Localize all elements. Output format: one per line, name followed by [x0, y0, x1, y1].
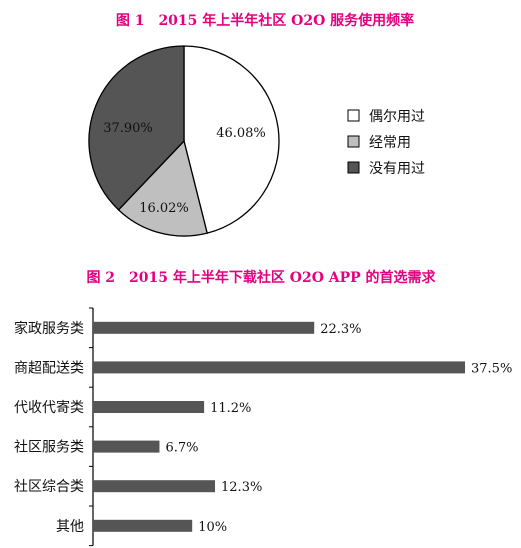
pie-slice-label-2: 16.02%: [139, 201, 189, 216]
legend-swatch-3: [347, 161, 360, 174]
category-label-2: 商超配送类: [14, 360, 84, 376]
pie-chart: 46.08% 16.02% 37.90%: [88, 45, 280, 237]
legend-label-2: 经常用: [369, 135, 411, 151]
bar-value-label-2: 37.5%: [471, 361, 512, 376]
pie-slice-1: [183, 45, 280, 234]
bar-value-label-1: 22.3%: [320, 322, 361, 337]
bar-chart-title: 图 2 2015 年上半年下载社区 O2O APP 的首选需求: [86, 269, 436, 286]
bar-chart: 家政服务类 22.3% 商超配送类 37.5% 代收代寄类 11.2% 社区服务类 6.7% 社…: [14, 307, 512, 547]
bar-value-label-6: 10%: [198, 520, 227, 535]
pie-slice-label-1: 46.08%: [216, 126, 266, 141]
bar-1: [93, 321, 315, 334]
pie-chart-title: 图 1 2015 年上半年社区 O2O 服务使用频率: [116, 12, 414, 29]
bar-value-label-3: 11.2%: [210, 401, 251, 416]
category-label-3: 代收代寄类: [14, 399, 84, 416]
bar-5: [93, 480, 216, 493]
bar-2: [93, 361, 465, 374]
bar-6: [93, 519, 193, 532]
legend-swatch-1: [347, 109, 360, 122]
bar-value-label-5: 12.3%: [221, 480, 262, 495]
legend-label-3: 没有用过: [369, 161, 425, 177]
category-label-4: 社区服务类: [14, 440, 84, 456]
pie-slice-3: [88, 45, 185, 211]
pie-slice-2: [117, 139, 208, 237]
legend-label-1: 偶尔用过: [369, 109, 425, 125]
category-label-1: 家政服务类: [14, 320, 84, 337]
bar-value-label-4: 6.7%: [165, 441, 198, 456]
category-label-6: 其他: [56, 519, 84, 535]
bar-4: [93, 440, 160, 453]
pie-slice-label-3: 37.90%: [103, 121, 153, 136]
category-label-5: 社区综合类: [14, 479, 84, 495]
bar-3: [93, 401, 205, 413]
legend-swatch-2: [347, 135, 360, 148]
